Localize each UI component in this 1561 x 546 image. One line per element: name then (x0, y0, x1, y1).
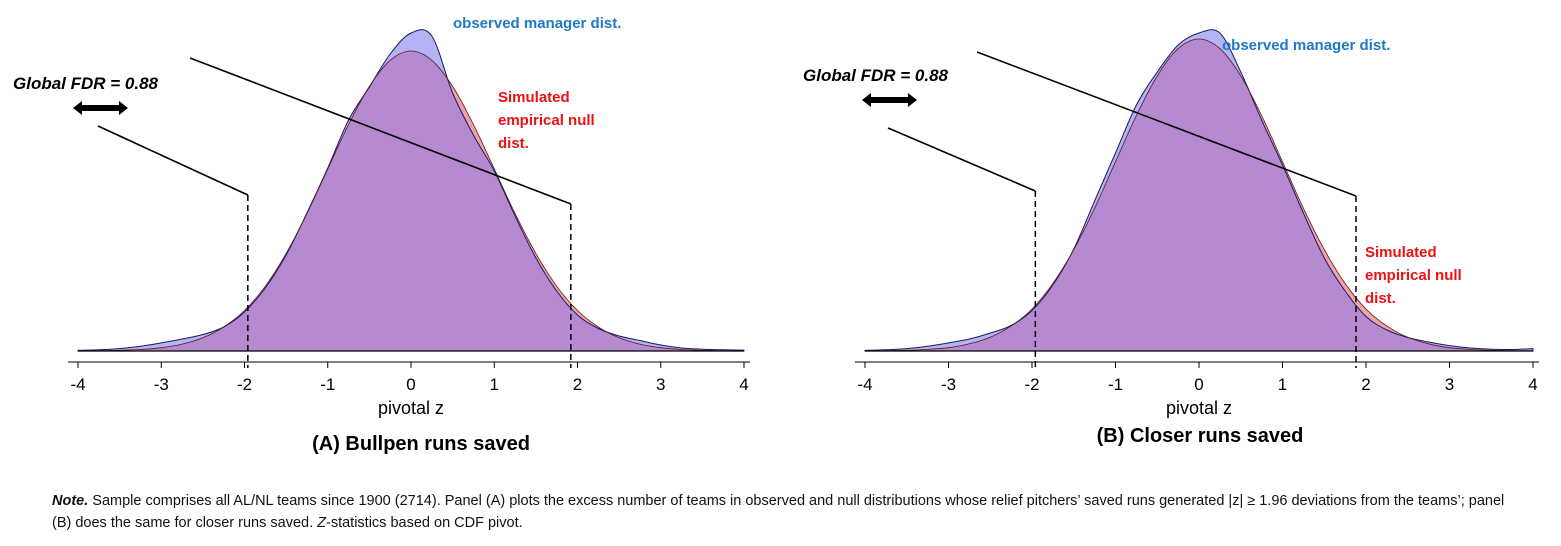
observed-legend-label: observed manager dist. (1222, 37, 1390, 54)
x-tick-label: -1 (1108, 375, 1123, 394)
note-text-2: -statistics based on CDF pivot. (326, 515, 523, 531)
x-tick-label: 2 (1361, 375, 1370, 394)
x-tick-label: -4 (857, 375, 872, 394)
x-tick-label: -4 (70, 375, 85, 394)
x-tick-label: -1 (320, 375, 335, 394)
null-legend-label: dist. (1365, 290, 1396, 307)
x-tick-label: -3 (941, 375, 956, 394)
double-arrow-icon (73, 101, 128, 115)
null-density-line (864, 38, 1534, 352)
observed-legend-label: observed manager dist. (453, 15, 621, 32)
panel-b: -4 -3 -2 -1 0 1 2 3 4 pivotal z (B) Closer runs sa… (803, 29, 1539, 447)
left-leader-line (97, 125, 249, 196)
x-tick-label: 1 (1278, 375, 1287, 394)
null-legend-label: empirical null (498, 112, 595, 129)
x-tick-label: 4 (1528, 375, 1537, 394)
panel-a: -4 -3 -2 -1 0 1 2 3 4 pivotal z (A) Bullpen runs s… (13, 15, 750, 455)
observed-density-line (77, 29, 745, 352)
figure-note: Note. Sample comprises all AL/NL teams s… (52, 490, 1512, 534)
right-leader-line (189, 57, 572, 205)
left-leader-line (887, 127, 1036, 192)
x-tick-label: 3 (656, 375, 665, 394)
panel-title: (A) Bullpen runs saved (312, 433, 530, 455)
x-axis-label: pivotal z (378, 398, 444, 418)
x-tick-label: 4 (739, 375, 748, 394)
double-arrow-icon (862, 93, 917, 107)
x-tick-label: 1 (490, 375, 499, 394)
note-z: Z (317, 515, 327, 531)
x-tick-label: 3 (1445, 375, 1454, 394)
right-leader-line (976, 51, 1357, 197)
null-legend-label: Simulated (1365, 244, 1437, 261)
note-lead: Note. (52, 493, 89, 509)
x-tick-label: -2 (237, 375, 252, 394)
null-legend-label: Simulated (498, 89, 570, 106)
overlap-area (865, 39, 1533, 351)
null-legend-label: empirical null (1365, 267, 1462, 284)
null-density-line (77, 50, 745, 352)
null-legend-label: dist. (498, 135, 529, 152)
panel-title: (B) Closer runs saved (1097, 425, 1304, 447)
overlap-area (78, 51, 744, 351)
x-tick-label: -2 (1024, 375, 1039, 394)
x-axis-label: pivotal z (1166, 398, 1232, 418)
x-tick-label: 0 (406, 375, 415, 394)
note-text: Sample comprises all AL/NL teams since 1… (52, 493, 1505, 531)
x-tick-label: -3 (154, 375, 169, 394)
fdr-annotation: Global FDR = 0.88 (803, 66, 949, 85)
fdr-annotation: Global FDR = 0.88 (13, 74, 159, 93)
x-tick-label: 2 (573, 375, 582, 394)
x-tick-label: 0 (1194, 375, 1203, 394)
observed-density-line (864, 29, 1534, 352)
